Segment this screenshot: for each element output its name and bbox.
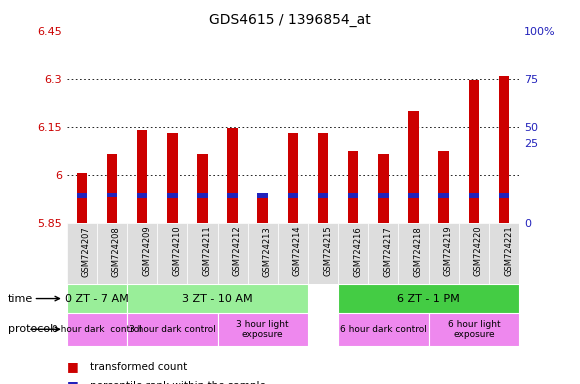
Bar — [308, 284, 338, 313]
Bar — [227, 193, 238, 198]
Text: 0 hour dark  control: 0 hour dark control — [52, 325, 142, 334]
Bar — [197, 154, 208, 223]
Bar — [429, 223, 459, 284]
Text: GSM724218: GSM724218 — [414, 226, 423, 276]
Bar — [67, 223, 97, 284]
Text: ■: ■ — [67, 379, 78, 384]
Bar — [127, 223, 157, 284]
Bar — [107, 193, 117, 197]
Bar — [469, 80, 479, 223]
Bar — [157, 223, 187, 284]
Text: GSM724210: GSM724210 — [172, 226, 182, 276]
Text: time: time — [8, 293, 33, 304]
Text: 6 hour light
exposure: 6 hour light exposure — [448, 319, 500, 339]
Bar — [489, 223, 519, 284]
Bar — [218, 313, 308, 346]
Bar — [187, 223, 218, 284]
Bar — [469, 193, 479, 198]
Text: GSM724220: GSM724220 — [474, 226, 483, 276]
Bar — [258, 197, 268, 223]
Bar — [318, 133, 328, 223]
Bar — [97, 223, 127, 284]
Bar — [499, 76, 509, 223]
Text: transformed count: transformed count — [90, 362, 187, 372]
Text: percentile rank within the sample: percentile rank within the sample — [90, 381, 266, 384]
Bar — [438, 151, 449, 223]
Bar — [499, 193, 509, 198]
Text: 3 ZT - 10 AM: 3 ZT - 10 AM — [182, 293, 253, 304]
Bar — [127, 284, 308, 313]
Bar — [67, 313, 127, 346]
Bar — [429, 313, 519, 346]
Text: GSM724208: GSM724208 — [112, 226, 121, 276]
Text: 6 hour dark control: 6 hour dark control — [340, 325, 427, 334]
Bar — [67, 284, 127, 313]
Bar — [107, 154, 117, 223]
Text: GSM724216: GSM724216 — [353, 226, 362, 276]
Bar — [288, 193, 298, 198]
Bar — [338, 313, 429, 346]
Bar — [459, 223, 489, 284]
Bar — [338, 223, 368, 284]
Text: GSM724214: GSM724214 — [293, 226, 302, 276]
Bar — [378, 193, 389, 198]
Bar — [248, 223, 278, 284]
Bar — [438, 193, 449, 198]
Text: GSM724209: GSM724209 — [142, 226, 151, 276]
Bar — [308, 313, 338, 346]
Bar — [308, 223, 338, 284]
Bar — [378, 154, 389, 223]
Bar — [338, 284, 519, 313]
Text: 6 ZT - 1 PM: 6 ZT - 1 PM — [397, 293, 460, 304]
Bar — [348, 151, 358, 223]
Bar — [77, 193, 87, 198]
Bar — [408, 193, 419, 198]
Bar — [127, 313, 218, 346]
Text: GSM724215: GSM724215 — [323, 226, 332, 276]
Bar — [278, 223, 308, 284]
Bar — [408, 111, 419, 223]
Bar — [368, 223, 398, 284]
Text: GSM724219: GSM724219 — [444, 226, 453, 276]
Bar — [218, 223, 248, 284]
Bar — [258, 193, 268, 198]
Text: GSM724213: GSM724213 — [263, 226, 272, 276]
Bar — [137, 130, 147, 223]
Text: ■: ■ — [67, 360, 78, 373]
Text: GSM724211: GSM724211 — [202, 226, 212, 276]
Text: protocol: protocol — [8, 324, 53, 334]
Bar — [167, 193, 177, 198]
Text: 3 hour light
exposure: 3 hour light exposure — [237, 319, 289, 339]
Text: GSM724221: GSM724221 — [504, 226, 513, 276]
Text: 0 ZT - 7 AM: 0 ZT - 7 AM — [65, 293, 129, 304]
Text: GSM724217: GSM724217 — [383, 226, 393, 276]
Text: 3 hour dark control: 3 hour dark control — [129, 325, 216, 334]
Bar — [348, 193, 358, 198]
Text: GDS4615 / 1396854_at: GDS4615 / 1396854_at — [209, 13, 371, 27]
Bar — [197, 193, 208, 198]
Bar — [398, 223, 429, 284]
Bar — [318, 193, 328, 198]
Bar — [227, 128, 238, 223]
Bar — [167, 133, 177, 223]
Bar — [288, 133, 298, 223]
Bar — [137, 193, 147, 198]
Text: GSM724212: GSM724212 — [233, 226, 242, 276]
Bar — [77, 173, 87, 223]
Text: GSM724207: GSM724207 — [82, 226, 91, 276]
